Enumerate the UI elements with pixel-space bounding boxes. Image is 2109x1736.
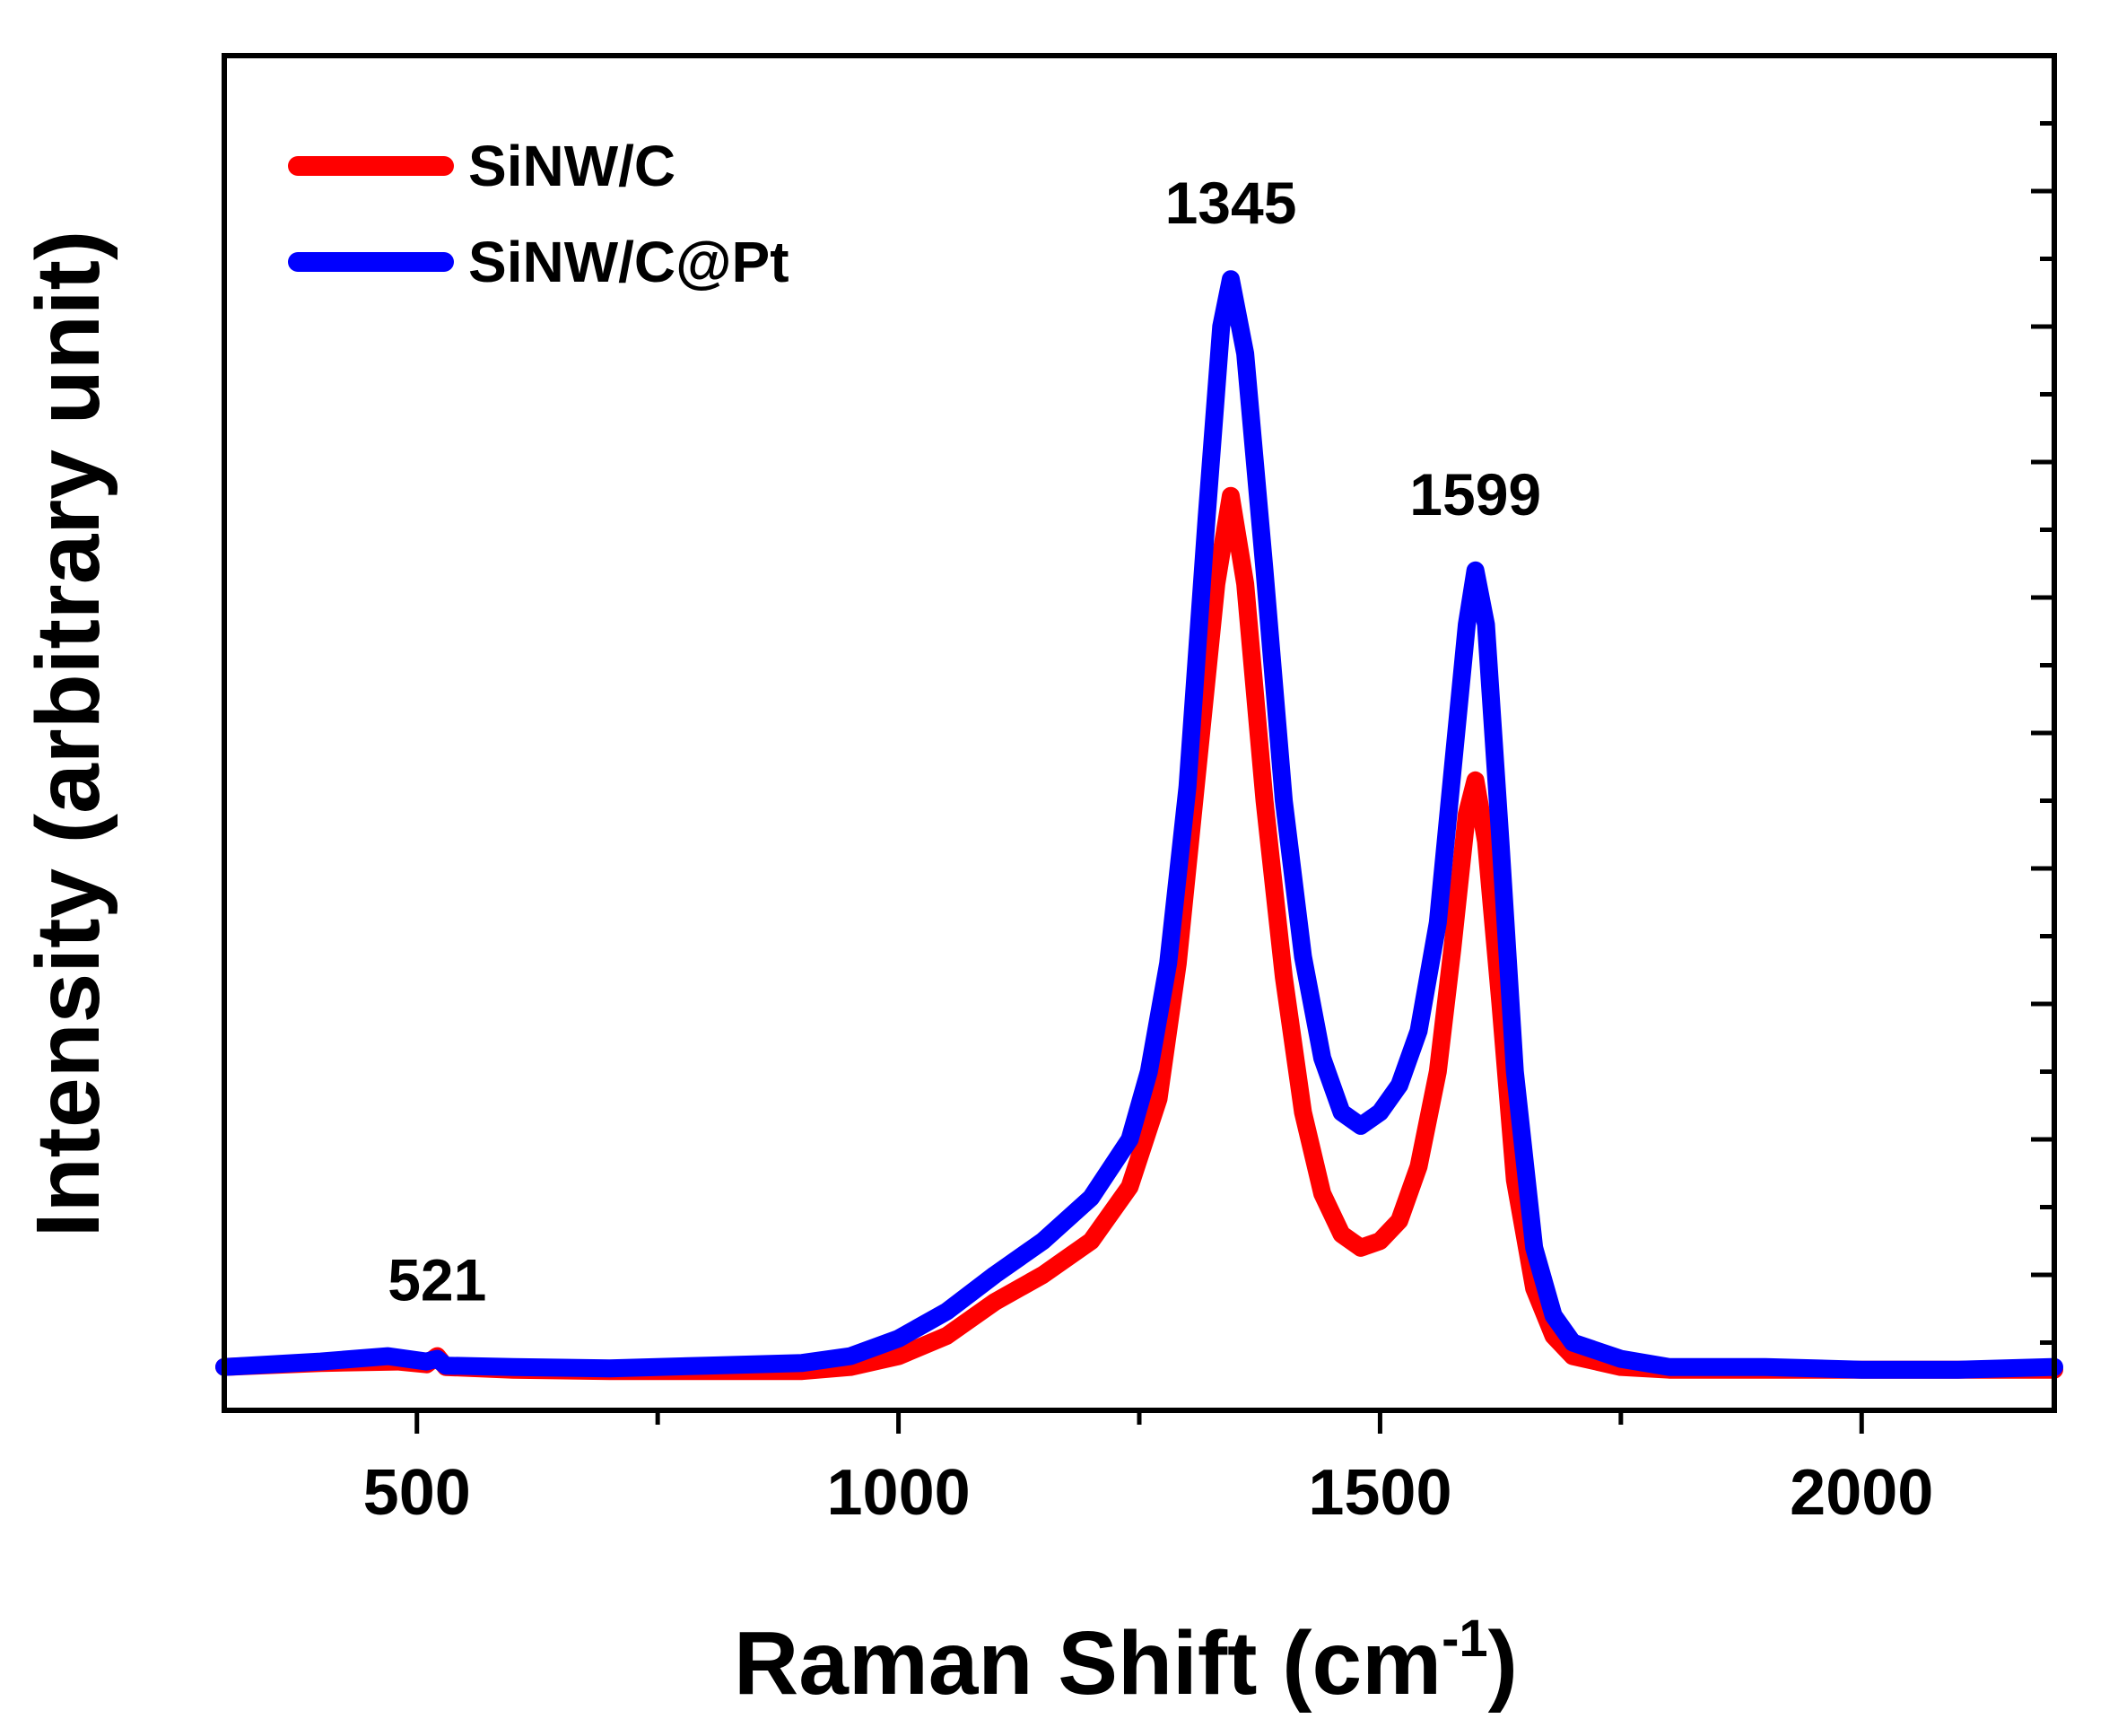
legend: SiNW/C SiNW/C@Pt (288, 134, 789, 294)
peak-annotations: 521 1345 1599 (388, 170, 1541, 1313)
ticks-layer (414, 121, 2054, 1434)
x-axis-title-main: Raman Shift (cm (734, 1613, 1442, 1714)
peak-label-521: 521 (388, 1247, 486, 1313)
y-axis-title: Intensity (arbitrary unit) (18, 231, 118, 1237)
legend-label-sinw-c-pt: SiNW/C@Pt (468, 230, 789, 294)
x-axis-title-superscript: -1 (1442, 1610, 1488, 1668)
legend-label-sinw-c: SiNW/C (468, 134, 675, 198)
x-tick-label: 2000 (1790, 1457, 1933, 1529)
peak-label-1345: 1345 (1165, 170, 1297, 236)
x-axis-title: Raman Shift (cm-1) (734, 1610, 1518, 1714)
peak-label-1599: 1599 (1409, 461, 1541, 528)
series-layer (215, 270, 2063, 1381)
x-tick-label: 500 (363, 1457, 471, 1529)
x-tick-label: 1500 (1308, 1457, 1451, 1529)
x-axis-title-close: ) (1488, 1613, 1518, 1714)
plot-frame (222, 53, 2057, 1413)
x-tick-labels: 500 1000 1500 2000 (363, 1457, 1934, 1529)
x-tick-label: 1000 (826, 1457, 970, 1529)
series-line-1 (215, 270, 2063, 1379)
